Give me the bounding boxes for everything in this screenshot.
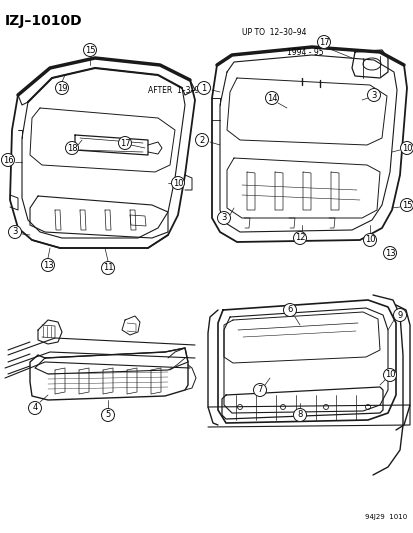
Circle shape xyxy=(265,92,278,104)
Text: 16: 16 xyxy=(2,156,13,165)
Text: IZJ–1010D: IZJ–1010D xyxy=(5,14,83,28)
Circle shape xyxy=(197,82,210,94)
Text: 13: 13 xyxy=(43,261,53,270)
Text: 6: 6 xyxy=(287,305,292,314)
Circle shape xyxy=(195,133,208,147)
Circle shape xyxy=(171,176,184,190)
Circle shape xyxy=(382,368,396,382)
Text: 13: 13 xyxy=(384,248,394,257)
Circle shape xyxy=(382,246,396,260)
Text: 15: 15 xyxy=(401,200,411,209)
Text: 18: 18 xyxy=(66,143,77,152)
Circle shape xyxy=(101,408,114,422)
Text: AFTER  1–3–95: AFTER 1–3–95 xyxy=(147,85,204,94)
Text: 14: 14 xyxy=(266,93,277,102)
Circle shape xyxy=(65,141,78,155)
Text: 2: 2 xyxy=(199,135,204,144)
Text: 3: 3 xyxy=(221,214,226,222)
Text: 8: 8 xyxy=(297,410,302,419)
Text: 3: 3 xyxy=(12,228,18,237)
Circle shape xyxy=(367,88,380,101)
Circle shape xyxy=(399,141,413,155)
Text: 5: 5 xyxy=(105,410,110,419)
Circle shape xyxy=(118,136,131,149)
Text: 10: 10 xyxy=(384,370,394,379)
Circle shape xyxy=(317,36,330,49)
Circle shape xyxy=(28,401,41,415)
Text: 17: 17 xyxy=(119,139,130,148)
Circle shape xyxy=(293,231,306,245)
Text: 1994 - 95: 1994 - 95 xyxy=(286,47,323,56)
Text: 4: 4 xyxy=(32,403,38,413)
Circle shape xyxy=(217,212,230,224)
Circle shape xyxy=(253,384,266,397)
Text: 19: 19 xyxy=(57,84,67,93)
Text: 15: 15 xyxy=(85,45,95,54)
Text: 1: 1 xyxy=(201,84,206,93)
Text: 17: 17 xyxy=(318,37,328,46)
Text: 9: 9 xyxy=(396,311,402,319)
Circle shape xyxy=(83,44,96,56)
Circle shape xyxy=(392,309,406,321)
Text: 10: 10 xyxy=(172,179,183,188)
Circle shape xyxy=(293,408,306,422)
Circle shape xyxy=(55,82,68,94)
Circle shape xyxy=(101,262,114,274)
Text: 10: 10 xyxy=(364,236,374,245)
Text: UP TO  12–30–94: UP TO 12–30–94 xyxy=(242,28,306,36)
Text: 11: 11 xyxy=(102,263,113,272)
Circle shape xyxy=(41,259,55,271)
Circle shape xyxy=(283,303,296,317)
Text: 94J29  1010: 94J29 1010 xyxy=(364,514,406,520)
Circle shape xyxy=(363,233,375,246)
Text: 10: 10 xyxy=(401,143,411,152)
Text: 12: 12 xyxy=(294,233,304,243)
Text: 7: 7 xyxy=(257,385,262,394)
Circle shape xyxy=(399,198,413,212)
Circle shape xyxy=(9,225,21,238)
Circle shape xyxy=(2,154,14,166)
Text: 3: 3 xyxy=(370,91,376,100)
